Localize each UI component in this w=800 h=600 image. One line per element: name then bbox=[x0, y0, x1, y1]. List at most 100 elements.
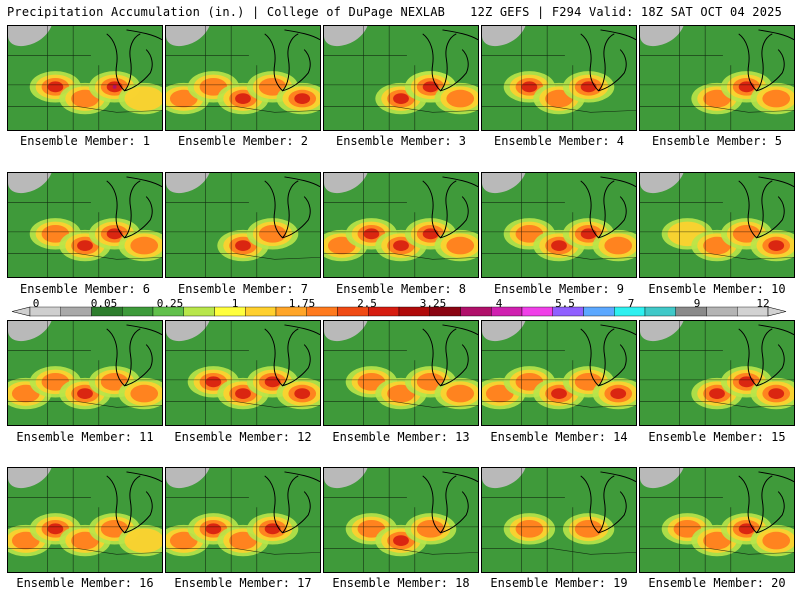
precip-contour bbox=[393, 93, 409, 104]
state-borders bbox=[8, 173, 162, 277]
precip-contour bbox=[446, 89, 475, 108]
state-borders bbox=[324, 26, 478, 130]
ensemble-map-panel bbox=[481, 320, 637, 426]
state-borders bbox=[8, 26, 162, 130]
precip-contour bbox=[703, 531, 731, 550]
panel-label: Ensemble Member: 20 bbox=[648, 576, 786, 590]
state-borders bbox=[166, 321, 320, 425]
precip-contour bbox=[357, 520, 386, 538]
precip-contour bbox=[515, 225, 544, 243]
great-lakes-outline bbox=[738, 29, 794, 92]
colorbar-tick-label: 3.25 bbox=[419, 297, 447, 310]
panel-label: Ensemble Member: 1 bbox=[19, 134, 151, 148]
ensemble-map-panel bbox=[323, 320, 479, 426]
precip-contour bbox=[446, 236, 475, 255]
panel-label: Ensemble Member: 11 bbox=[16, 430, 154, 444]
precip-contour bbox=[294, 93, 311, 104]
precip-map bbox=[640, 173, 794, 277]
precip-contour bbox=[71, 89, 99, 108]
ensemble-map-panel bbox=[639, 467, 795, 573]
precip-contour bbox=[485, 384, 514, 403]
colorbar-tick-label: 12 bbox=[756, 297, 770, 310]
panel-label: Ensemble Member: 16 bbox=[16, 576, 154, 590]
precip-map bbox=[8, 173, 162, 277]
colorbar-swatch bbox=[60, 306, 92, 317]
ensemble-map-panel bbox=[7, 320, 163, 426]
state-borders bbox=[640, 26, 794, 130]
ensemble-map-panel bbox=[639, 25, 795, 131]
precip-contour bbox=[580, 228, 597, 240]
precip-contour bbox=[41, 373, 70, 391]
precip-contour bbox=[124, 86, 162, 111]
state-borders bbox=[166, 468, 320, 572]
colorbar-tick-label: 9 bbox=[693, 297, 701, 310]
precip-contour bbox=[47, 81, 64, 93]
precip-contour bbox=[574, 373, 603, 391]
great-lakes-outline bbox=[264, 471, 320, 534]
panel-label: Ensemble Member: 19 bbox=[490, 576, 628, 590]
precip-contour bbox=[416, 520, 445, 538]
great-lakes-outline bbox=[264, 176, 320, 239]
colorbar-tick-label: 7 bbox=[627, 297, 635, 310]
precip-contour bbox=[446, 384, 475, 403]
ensemble-map-panel bbox=[481, 172, 637, 278]
ensemble-map-panel bbox=[639, 172, 795, 278]
state-borders bbox=[166, 173, 320, 277]
ensemble-map-panel bbox=[165, 25, 321, 131]
precip-contour bbox=[169, 89, 198, 108]
precip-map bbox=[324, 26, 478, 130]
precip-contour bbox=[235, 388, 251, 399]
precip-map bbox=[166, 26, 320, 130]
panel-label: Ensemble Member: 8 bbox=[335, 282, 467, 296]
great-lakes-outline bbox=[106, 471, 162, 534]
precip-contour bbox=[732, 225, 761, 243]
panel-label: Ensemble Member: 18 bbox=[332, 576, 470, 590]
precip-contour bbox=[393, 240, 409, 251]
precip-contour bbox=[77, 240, 93, 251]
great-lakes-outline bbox=[580, 176, 636, 239]
colorbar-tick-label: 0.25 bbox=[156, 297, 184, 310]
great-lakes-outline bbox=[422, 29, 478, 92]
great-lakes-outline bbox=[738, 471, 794, 534]
colorbar-swatch bbox=[122, 306, 154, 317]
colorbar-swatch bbox=[245, 306, 277, 317]
precip-contour bbox=[703, 236, 731, 255]
panel-label: Ensemble Member: 15 bbox=[648, 430, 786, 444]
state-borders bbox=[166, 26, 320, 130]
precip-contour bbox=[387, 384, 415, 403]
precip-contour bbox=[112, 84, 117, 89]
precip-contour bbox=[41, 225, 70, 243]
model-run-info: 12Z GEFS | F294 Valid: 18Z SAT OCT 04 20… bbox=[470, 5, 782, 19]
precip-contour bbox=[580, 81, 597, 93]
colorbar-swatch bbox=[183, 306, 215, 317]
panel-label: Ensemble Member: 17 bbox=[174, 576, 312, 590]
colorbar-arrow-right bbox=[767, 306, 787, 317]
great-lakes-outline bbox=[422, 471, 478, 534]
panel-label: Ensemble Member: 10 bbox=[648, 282, 786, 296]
precip-contour bbox=[11, 384, 40, 403]
precip-map bbox=[8, 468, 162, 572]
precip-contour bbox=[100, 373, 129, 391]
precip-map bbox=[166, 321, 320, 425]
panel-label: Ensemble Member: 3 bbox=[335, 134, 467, 148]
precip-contour bbox=[422, 228, 439, 240]
precip-map bbox=[166, 468, 320, 572]
colorbar-swatch bbox=[644, 306, 676, 317]
precip-map bbox=[482, 468, 636, 572]
colorbar-tick-label: 5.5 bbox=[555, 297, 575, 310]
precip-map bbox=[324, 321, 478, 425]
precip-map bbox=[8, 26, 162, 130]
precip-contour bbox=[422, 81, 439, 93]
colorbar-swatch bbox=[460, 306, 492, 317]
precip-map bbox=[324, 468, 478, 572]
precip-contour bbox=[515, 520, 544, 538]
state-borders bbox=[324, 321, 478, 425]
precip-contour bbox=[77, 388, 93, 399]
precip-contour bbox=[11, 531, 40, 550]
great-lakes-outline bbox=[106, 324, 162, 387]
great-lakes-outline bbox=[106, 29, 162, 92]
precip-contour bbox=[264, 376, 281, 388]
precip-contour bbox=[574, 520, 603, 538]
precip-contour bbox=[762, 89, 791, 108]
state-borders bbox=[324, 173, 478, 277]
